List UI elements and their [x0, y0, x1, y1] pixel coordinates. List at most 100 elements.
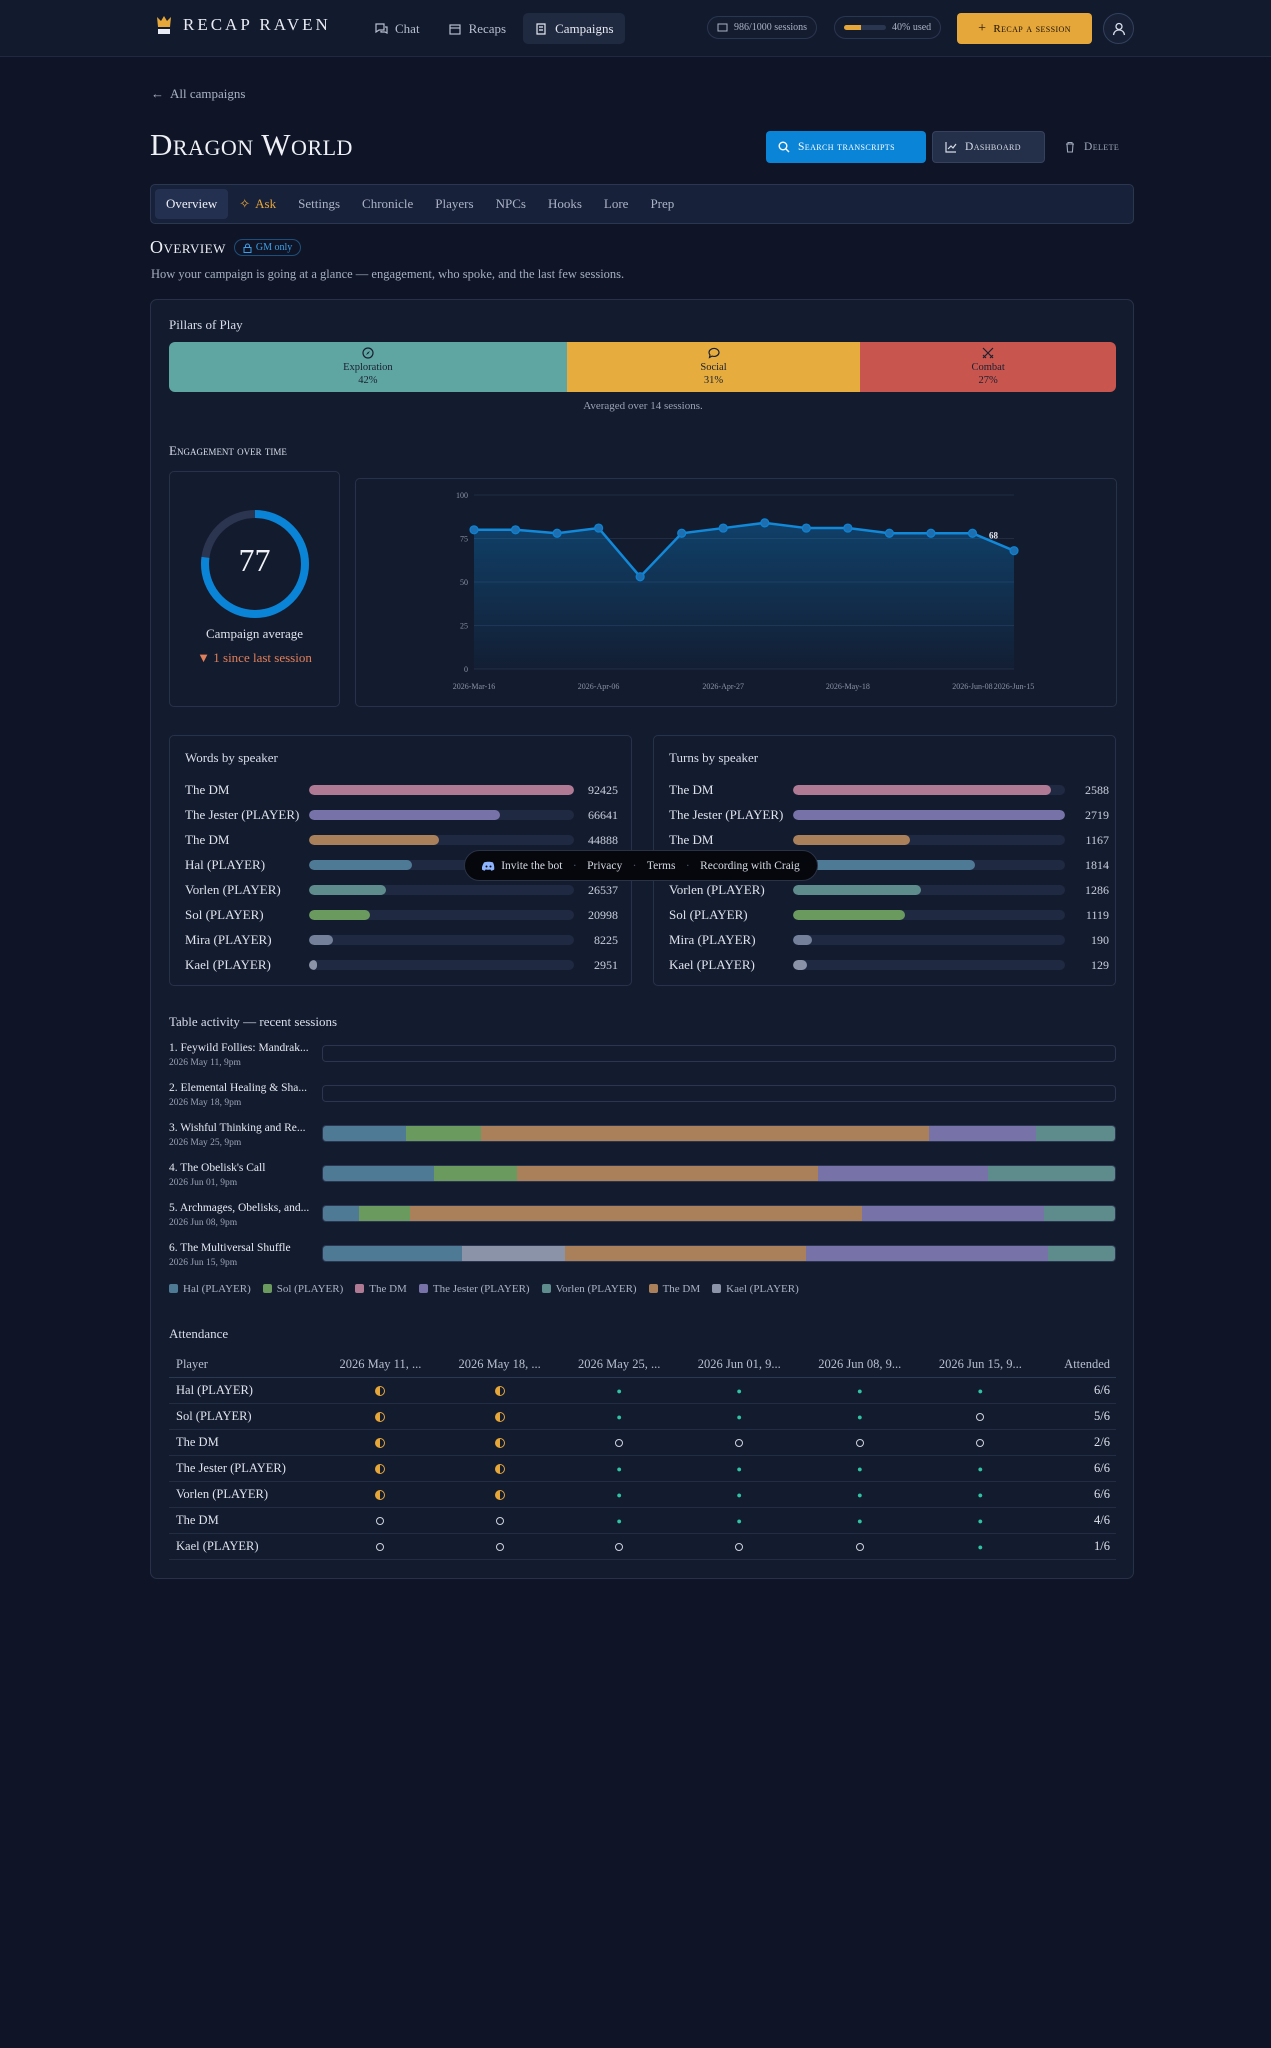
attendance-total: 5/6: [1040, 1403, 1116, 1430]
x-tick-label: 2026-May-18: [826, 682, 870, 691]
user-icon: [1112, 22, 1125, 35]
turns-row: The DM 2588: [669, 780, 1109, 800]
recap-session-button[interactable]: + Recap a session: [957, 13, 1092, 44]
speaker-segment: [1043, 1206, 1115, 1221]
attendance-total: 2/6: [1040, 1429, 1116, 1456]
attendance-row: The DM 2/6: [169, 1429, 1116, 1456]
absent-circle-icon: [976, 1412, 985, 1421]
sessions-count: 986/1000 sessions: [734, 22, 808, 33]
turns-row: Kael (PLAYER) 129: [669, 955, 1109, 975]
legend-label: Vorlen (PLAYER): [555, 1283, 637, 1295]
legend-label: Sol (PLAYER): [276, 1283, 344, 1295]
session-row[interactable]: 4. The Obelisk's Call 2026 Jun 01, 9pm: [169, 1162, 1116, 1202]
craig-link[interactable]: Recording with Craig: [700, 859, 800, 872]
tab-lore-label: Lore: [603, 196, 629, 211]
gauge-arc: [201, 510, 309, 618]
attended-dot-icon: ●: [977, 1463, 984, 1474]
session-date: 2026 Jun 15, 9pm: [169, 1258, 238, 1268]
tab-ask[interactable]: ✧ Ask: [228, 189, 287, 219]
tab-npcs[interactable]: NPCs: [485, 189, 537, 219]
absent-circle-icon: [495, 1542, 504, 1551]
speaker-bar: [309, 935, 574, 945]
legend-item: Sol (PLAYER): [262, 1283, 344, 1295]
absent-circle-icon: [615, 1438, 624, 1447]
speaker-name: Mira (PLAYER): [185, 932, 272, 947]
turns-row: Mira (PLAYER) 190: [669, 930, 1109, 950]
attendance-col-header: 2026 Jun 01, 9...: [678, 1352, 800, 1378]
attendance-cell: ●: [920, 1481, 1041, 1508]
session-row[interactable]: 6. The Multiversal Shuffle 2026 Jun 15, 9…: [169, 1242, 1116, 1282]
tab-players[interactable]: Players: [424, 189, 484, 219]
attendance-cell: ●: [678, 1455, 800, 1482]
absent-circle-icon: [735, 1438, 744, 1447]
absent-circle-icon: [495, 1516, 504, 1525]
legend-item: The Jester (PLAYER): [418, 1283, 530, 1295]
speaker-bar: [309, 835, 574, 845]
session-activity-bar: [322, 1205, 1116, 1222]
terms-link[interactable]: Terms: [646, 859, 676, 872]
recap-session-label: Recap a session: [993, 22, 1071, 35]
main-nav: Chat Recaps Campaigns: [363, 13, 625, 44]
words-row: Vorlen (PLAYER) 26537: [185, 880, 618, 900]
attended-dot-icon: ●: [857, 1463, 863, 1474]
activity-legend: Hal (PLAYER) Sol (PLAYER) The DM The Jester…: [169, 1283, 799, 1295]
y-tick-label: 100: [456, 491, 468, 500]
session-row[interactable]: 2. Elemental Healing & Sha... 2026 May 18…: [169, 1082, 1116, 1122]
nav-chat[interactable]: Chat: [363, 13, 431, 44]
speaker-bar: [309, 885, 574, 895]
separator: ·: [572, 859, 577, 872]
session-row[interactable]: 1. Feywild Follies: Mandrak... 2026 May 1…: [169, 1042, 1116, 1082]
attendance-cell: [439, 1481, 560, 1508]
attended-dot-icon: ●: [736, 1411, 742, 1422]
pillar-percent: 42%: [358, 375, 378, 386]
tab-settings[interactable]: Settings: [287, 189, 351, 219]
invite-bot-label: Invite the bot: [501, 859, 563, 872]
user-avatar[interactable]: [1103, 13, 1134, 44]
attended-dot-icon: ●: [736, 1489, 742, 1500]
attendance-cell: ●: [920, 1377, 1041, 1404]
usage-pill: 40% used: [834, 16, 942, 39]
arrow-left-icon: ←: [151, 86, 164, 101]
speaker-segment: [817, 1166, 989, 1181]
search-transcripts-button[interactable]: Search transcripts: [766, 131, 926, 163]
speaker-bar-fill: [793, 960, 807, 970]
session-activity-bar: [322, 1245, 1116, 1262]
speaker-bar: [793, 935, 1065, 945]
session-row[interactable]: 3. Wishful Thinking and Re... 2026 May 25…: [169, 1122, 1116, 1162]
legend-item: The DM: [355, 1283, 407, 1295]
attendance-col-header: 2026 May 18, ...: [439, 1352, 560, 1378]
attendance-cell: [678, 1533, 800, 1560]
dashboard-button[interactable]: Dashboard: [932, 131, 1045, 163]
session-row[interactable]: 5. Archmages, Obelisks, and... 2026 Jun 0…: [169, 1202, 1116, 1242]
tab-lore[interactable]: Lore: [593, 189, 640, 219]
speaker-segment: [481, 1126, 929, 1141]
session-name: 2. Elemental Healing & Sha...: [169, 1082, 307, 1094]
attendance-cell: [439, 1507, 560, 1534]
tab-prep[interactable]: Prep: [639, 189, 685, 219]
tab-overview[interactable]: Overview: [155, 189, 229, 219]
overview-header: Overview GM only: [150, 237, 302, 258]
delete-button[interactable]: Delete: [1052, 131, 1134, 163]
tab-hooks[interactable]: Hooks: [537, 189, 593, 219]
words-row: Mira (PLAYER) 8225: [185, 930, 618, 950]
sessions-icon: [717, 23, 728, 32]
speaker-bar-fill: [309, 910, 370, 920]
attendance-cell: ●: [799, 1481, 921, 1508]
session-date: 2026 Jun 01, 9pm: [169, 1178, 238, 1188]
privacy-link[interactable]: Privacy: [587, 859, 623, 872]
brand[interactable]: RECAP RAVEN: [155, 14, 331, 36]
nav-recaps[interactable]: Recaps: [437, 13, 518, 44]
legend-swatch: [262, 1284, 272, 1293]
attendance-cell: [799, 1533, 921, 1560]
back-link[interactable]: ← All campaigns: [151, 86, 245, 102]
engagement-title: Engagement over time: [169, 443, 287, 458]
turns-row: The Jester (PLAYER) 2719: [669, 805, 1109, 825]
speaker-bar: [793, 810, 1065, 820]
y-tick-label: 25: [460, 622, 468, 631]
nav-campaigns[interactable]: Campaigns: [523, 13, 625, 44]
invite-bot-link[interactable]: Invite the bot: [482, 859, 563, 872]
attendance-cell: [439, 1455, 560, 1482]
overview-title: Overview: [150, 237, 226, 257]
attended-dot-icon: ●: [616, 1411, 622, 1422]
tab-chronicle[interactable]: Chronicle: [351, 189, 424, 219]
